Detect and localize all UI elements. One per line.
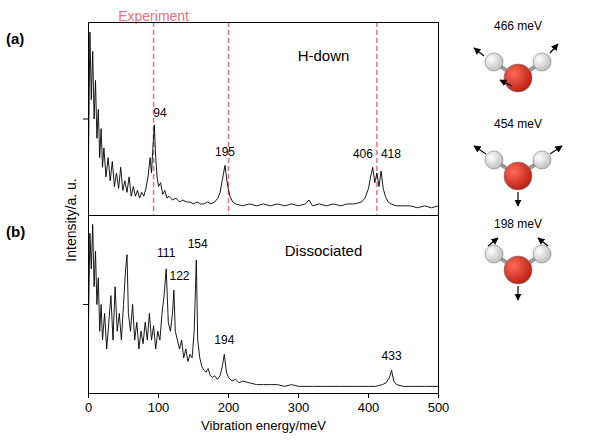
svg-text:466 meV: 466 meV <box>494 19 542 33</box>
svg-text:406: 406 <box>353 147 373 161</box>
svg-text:Dissociated: Dissociated <box>285 242 363 259</box>
svg-text:454 meV: 454 meV <box>494 117 542 131</box>
svg-text:433: 433 <box>382 349 402 363</box>
svg-text:94: 94 <box>153 106 167 120</box>
svg-text:200: 200 <box>218 400 240 415</box>
html-text:(b): (b) <box>6 223 26 240</box>
svg-text:154: 154 <box>188 237 208 251</box>
svg-text:198 meV: 198 meV <box>494 217 542 231</box>
svg-text:Vibration energy/meV: Vibration energy/meV <box>201 418 326 433</box>
svg-text:400: 400 <box>358 400 380 415</box>
svg-text:0: 0 <box>85 400 92 415</box>
svg-text:100: 100 <box>148 400 170 415</box>
svg-text:418: 418 <box>381 147 401 161</box>
svg-text:500: 500 <box>428 400 450 415</box>
svg-text:Experiment: Experiment <box>118 8 189 25</box>
html-text:(a): (a) <box>6 30 25 47</box>
svg-text:300: 300 <box>288 400 310 415</box>
svg-text:122: 122 <box>169 269 189 283</box>
svg-text:H-down: H-down <box>298 47 350 64</box>
svg-text:194: 194 <box>214 333 234 347</box>
svg-text:195: 195 <box>215 145 235 159</box>
svg-text:111: 111 <box>157 246 176 260</box>
svg-text:Intensity/a. u.: Intensity/a. u. <box>63 178 79 261</box>
